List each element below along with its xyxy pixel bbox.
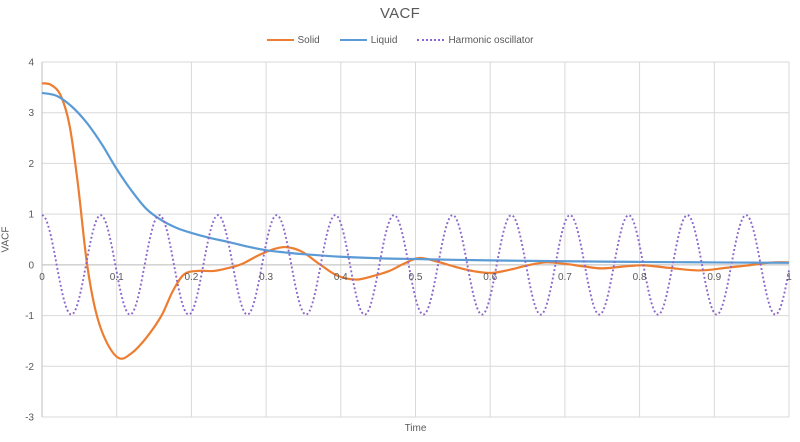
legend-swatch-line <box>266 39 294 41</box>
legend: Solid Liquid Harmonic oscillator <box>0 33 800 47</box>
legend-item-liquid[interactable]: Liquid <box>339 34 398 46</box>
x-tick-label: 0.2 <box>184 272 198 283</box>
chart-title: VACF <box>379 5 421 22</box>
x-tick-label: 0.1 <box>110 272 124 283</box>
legend-label: Liquid <box>370 34 398 46</box>
y-tick-label: 2 <box>28 159 34 170</box>
legend-swatch-line <box>339 39 367 41</box>
series-line-liquid <box>41 91 790 264</box>
y-tick-label: 1 <box>28 210 34 221</box>
legend-swatch-dotted-line <box>417 39 445 41</box>
x-tick-label: 0.5 <box>409 272 423 283</box>
y-tick-label: -2 <box>25 362 34 373</box>
x-tick-label: 0.6 <box>483 272 497 283</box>
x-tick-label: 0.8 <box>633 272 647 283</box>
x-tick-label: 0.9 <box>707 272 721 283</box>
series-line-solid <box>41 82 790 360</box>
y-tick-label: 0 <box>28 260 34 271</box>
legend-label: Harmonic oscillator <box>448 34 534 46</box>
y-tick-label: -3 <box>25 413 34 424</box>
y-tick-label: 4 <box>28 58 34 69</box>
y-tick-label: -1 <box>25 311 34 322</box>
x-axis-title: Time <box>404 423 427 434</box>
x-tick-label: 1 <box>786 272 792 283</box>
x-tick-label: 0.4 <box>334 272 348 283</box>
legend-label: Solid <box>297 34 320 46</box>
y-tick-label: 3 <box>28 108 34 119</box>
x-tick-label: 0 <box>39 272 45 283</box>
legend-item-harmonic-oscillator[interactable]: Harmonic oscillator <box>417 35 533 46</box>
y-axis-title: VACF <box>0 226 12 253</box>
x-tick-label: 0.7 <box>558 272 572 283</box>
x-tick-label: 0.3 <box>259 272 273 283</box>
legend-item-solid[interactable]: Solid <box>266 34 320 46</box>
